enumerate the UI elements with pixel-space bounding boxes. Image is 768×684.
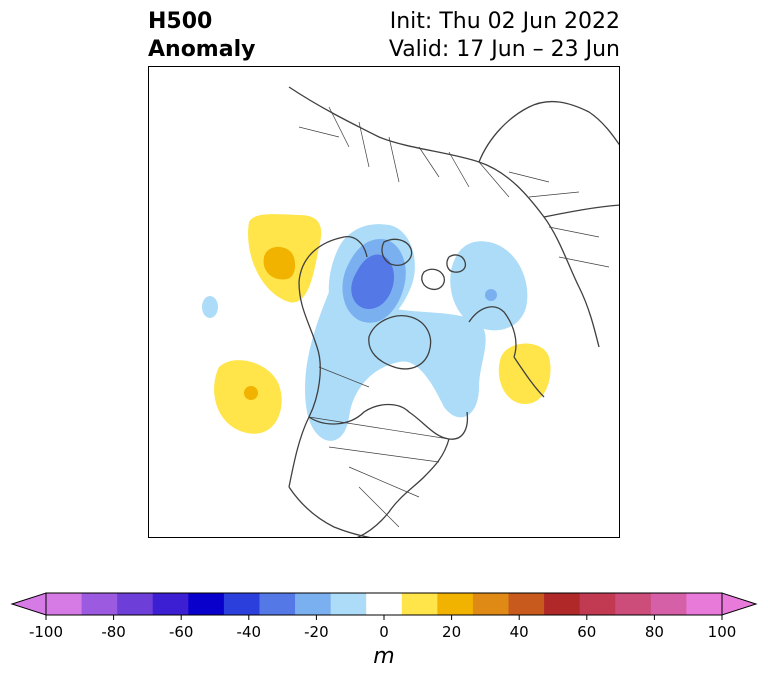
colorbar-segment bbox=[330, 593, 367, 615]
trough-north-pacific-small bbox=[202, 296, 218, 318]
map-canvas bbox=[149, 67, 619, 537]
valid-period: Valid: 17 Jun – 23 Jun bbox=[388, 37, 620, 62]
colorbar-segment bbox=[152, 593, 189, 615]
colorbar-segment bbox=[615, 593, 652, 615]
colorbar-tick-label: -60 bbox=[169, 623, 194, 641]
polar-map bbox=[148, 66, 620, 538]
colorbar-segment bbox=[223, 593, 260, 615]
colorbar-tick-label: -80 bbox=[101, 623, 126, 641]
trough-northern-europe-russia-core bbox=[485, 289, 497, 301]
colorbar-segment bbox=[188, 593, 225, 615]
trough-northern-europe-russia bbox=[450, 241, 528, 331]
colorbar-segment bbox=[366, 593, 403, 615]
coastlines bbox=[288, 86, 619, 537]
colorbar-tick-label: 80 bbox=[645, 623, 664, 641]
colorbar-segment bbox=[650, 593, 687, 615]
colorbar-segment bbox=[544, 593, 581, 615]
colorbar-tick-label: -20 bbox=[304, 623, 329, 641]
title-variable: H500 bbox=[148, 9, 213, 34]
colorbar-tick-label: 20 bbox=[442, 623, 461, 641]
colorbar-unit-label: m bbox=[373, 644, 395, 669]
forecast-info: Init: Thu 02 Jun 2022 Valid: 17 Jun – 23… bbox=[389, 8, 620, 64]
colorbar-extend-max bbox=[721, 592, 758, 616]
colorbar-segment bbox=[81, 593, 118, 615]
map-title: H500 Anomaly bbox=[148, 8, 255, 64]
colorbar-segment bbox=[295, 593, 332, 615]
colorbar-segment bbox=[508, 593, 545, 615]
colorbar-segment bbox=[686, 593, 723, 615]
colorbar-tick-label: 0 bbox=[379, 623, 389, 641]
colorbar-segment bbox=[401, 593, 438, 615]
title-field: Anomaly bbox=[148, 37, 256, 62]
political-borders bbox=[298, 106, 610, 528]
colorbar-tick-label: 60 bbox=[577, 623, 596, 641]
colorbar-segment bbox=[46, 593, 83, 615]
colorbar-segment bbox=[472, 593, 510, 615]
colorbar-tick-label: -100 bbox=[29, 623, 63, 641]
colorbar-tick-label: 100 bbox=[708, 623, 737, 641]
colorbar-segment bbox=[579, 593, 616, 615]
ridge-northeast-pacific-alaska-core bbox=[263, 246, 296, 280]
ridge-central-pacific-core bbox=[244, 386, 258, 400]
colorbar-graphic: -100 -80 -60 -40 -20 0 20 40 60 80 100 bbox=[10, 592, 758, 641]
colorbar-segment bbox=[437, 593, 474, 615]
colorbar-tick-label: -40 bbox=[237, 623, 262, 641]
init-time: Init: Thu 02 Jun 2022 bbox=[389, 9, 620, 34]
colorbar-segment bbox=[117, 593, 154, 615]
colorbar-segment bbox=[259, 593, 296, 615]
colorbar-tick-label: 40 bbox=[510, 623, 529, 641]
trough-eurasian-arctic-core bbox=[351, 254, 394, 309]
colorbar: -100 -80 -60 -40 -20 0 20 40 60 80 100 bbox=[0, 585, 768, 641]
colorbar-extend-min bbox=[10, 592, 47, 616]
